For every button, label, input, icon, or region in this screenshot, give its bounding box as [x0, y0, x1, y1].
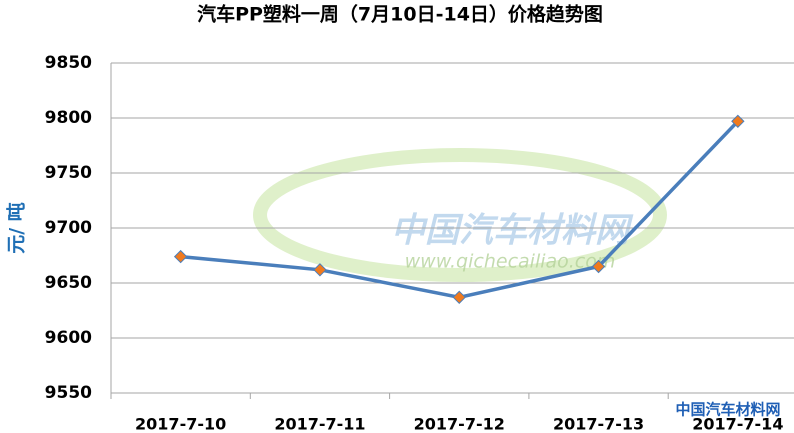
y-axis-label: 元/ 吨	[5, 202, 28, 254]
y-tick-label: 9650	[45, 273, 92, 293]
y-tick-label: 9850	[45, 53, 92, 73]
marker	[591, 259, 606, 274]
x-tick-label: 2017-7-13	[553, 415, 644, 433]
watermark: 中国汽车材料网	[675, 401, 780, 419]
chart-title: 汽车PP塑料一周（7月10日-14日）价格趋势图	[197, 3, 603, 26]
watermark-url: www.qichecailiao.com	[405, 251, 616, 273]
y-tick-label: 9800	[45, 108, 92, 128]
marker	[313, 263, 327, 277]
x-tick-label: 2017-7-11	[274, 415, 365, 433]
watermark: 中国汽车材料网	[391, 211, 634, 251]
marker	[173, 249, 188, 264]
y-tick-label: 9750	[45, 163, 92, 183]
x-tick-label: 2017-7-14	[692, 415, 783, 433]
y-tick-label: 9550	[45, 383, 92, 403]
x-tick-label: 2017-7-10	[135, 415, 226, 433]
marker	[731, 114, 745, 129]
y-tick-label: 9700	[45, 218, 92, 238]
x-tick-label: 2017-7-12	[414, 415, 505, 433]
marker	[452, 290, 466, 305]
y-tick-label: 9600	[45, 328, 92, 348]
watermark-logo	[253, 148, 667, 282]
